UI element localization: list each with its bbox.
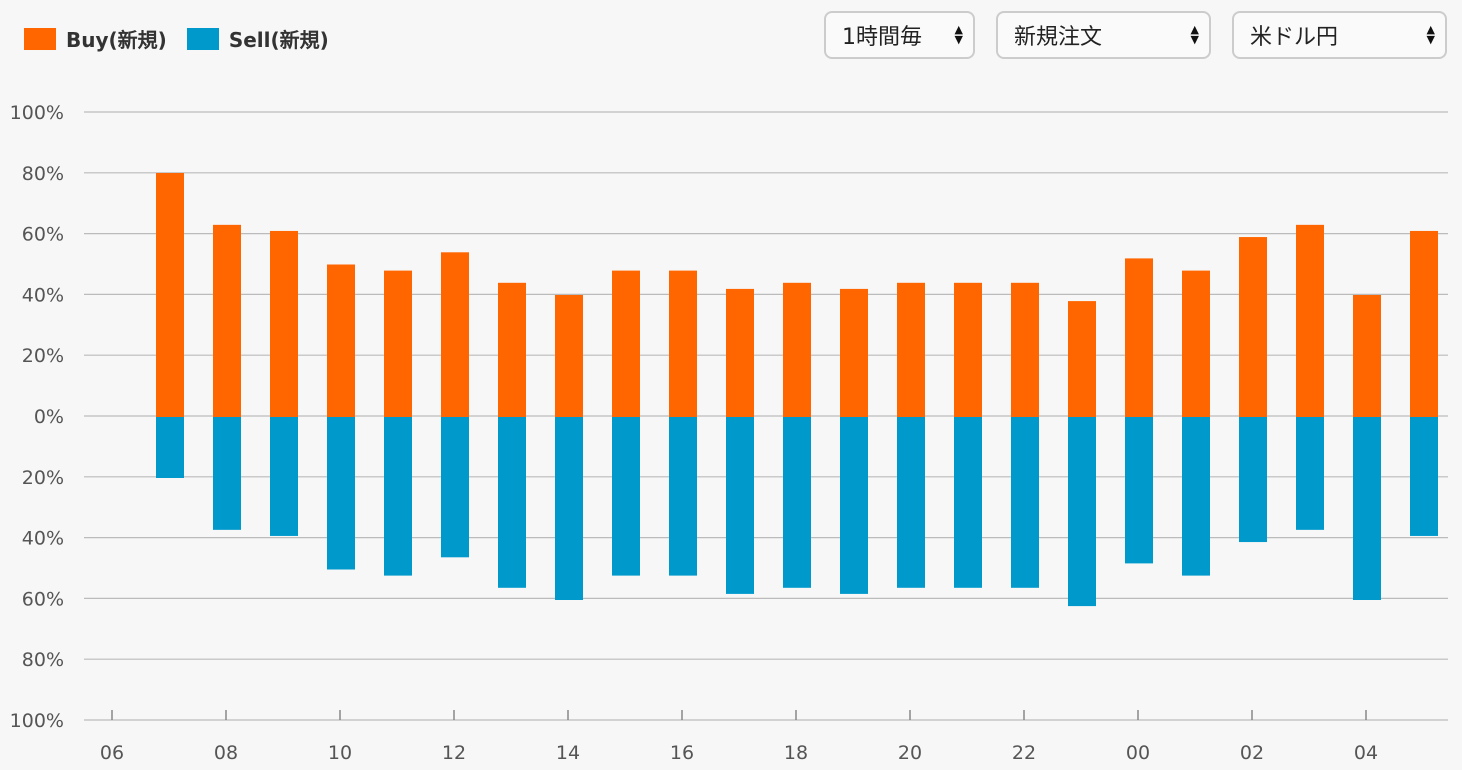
interval-select-value: 1時間毎 — [842, 25, 922, 50]
bar-sell — [1125, 417, 1153, 564]
bar-buy — [441, 252, 469, 417]
legend-swatch-sell — [186, 27, 219, 50]
bar-buy — [1410, 230, 1438, 417]
bar-buy — [669, 270, 697, 417]
bar-sell — [954, 417, 982, 588]
bar-sell — [1182, 417, 1210, 576]
bar-buy — [726, 288, 754, 417]
updown-arrows-icon: ▲ ▼ — [954, 23, 963, 46]
bar-sell — [441, 417, 469, 558]
y-tick-label: 100% — [10, 710, 64, 732]
bar-buy — [1296, 224, 1324, 417]
bar-buy — [1068, 301, 1096, 417]
legend-label-buy: Buy(新規) — [66, 28, 167, 52]
bar-buy — [840, 288, 868, 417]
bar-sell — [1410, 417, 1438, 536]
bar-sell — [1011, 417, 1039, 588]
bar-sell — [156, 417, 184, 478]
bar-sell — [612, 417, 640, 576]
chart-legend: Buy(新規) Sell(新規) — [24, 24, 349, 53]
currency-pair-select[interactable]: 米ドル円 ▲ ▼ — [1232, 11, 1447, 59]
bar-buy — [954, 282, 982, 417]
bar-buy — [1125, 258, 1153, 417]
y-tick-label: 60% — [22, 224, 64, 246]
order-type-select-value: 新規注文 — [1014, 25, 1103, 50]
y-tick-label: 80% — [22, 649, 64, 671]
y-tick-label: 20% — [22, 345, 64, 367]
bar-buy — [384, 270, 412, 417]
bar-buy — [897, 282, 925, 417]
x-tick-label: 02 — [1240, 742, 1264, 764]
bar-sell — [213, 417, 241, 530]
bar-buy — [498, 282, 526, 417]
legend-item-sell: Sell(新規) — [186, 24, 329, 53]
y-tick-label: 60% — [22, 588, 64, 610]
x-tick-label: 16 — [670, 742, 694, 764]
y-tick-label: 40% — [22, 528, 64, 550]
order-type-select[interactable]: 新規注文 ▲ ▼ — [996, 11, 1211, 59]
bar-buy — [1011, 282, 1039, 417]
currency-pair-select-value: 米ドル円 — [1250, 25, 1339, 50]
bar-buy — [213, 224, 241, 417]
y-tick-label: 100% — [10, 102, 64, 124]
bar-buy — [270, 230, 298, 417]
interval-select[interactable]: 1時間毎 ▲ ▼ — [824, 11, 975, 59]
bar-sell — [270, 417, 298, 536]
updown-arrows-icon: ▲ ▼ — [1426, 23, 1435, 46]
bar-sell — [384, 417, 412, 576]
bar-buy — [612, 270, 640, 417]
bar-sell — [726, 417, 754, 594]
x-tick-label: 20 — [898, 742, 922, 764]
bar-buy — [327, 264, 355, 417]
bar-sell — [327, 417, 355, 570]
x-tick-label: 22 — [1012, 742, 1036, 764]
x-tick-label: 18 — [784, 742, 808, 764]
x-tick-label: 04 — [1354, 742, 1378, 764]
bar-sell — [1068, 417, 1096, 607]
x-tick-label: 14 — [556, 742, 580, 764]
bar-sell — [783, 417, 811, 588]
bar-buy — [783, 282, 811, 417]
bar-buy — [1239, 237, 1267, 417]
x-tick-label: 12 — [442, 742, 466, 764]
x-tick-label: 10 — [328, 742, 352, 764]
bar-sell — [1353, 417, 1381, 600]
bar-sell — [498, 417, 526, 588]
bar-sell — [1296, 417, 1324, 530]
bar-buy — [555, 295, 583, 417]
x-tick-label: 00 — [1126, 742, 1150, 764]
bar-sell — [840, 417, 868, 594]
x-tick-label: 08 — [214, 742, 238, 764]
legend-item-buy: Buy(新規) — [24, 24, 167, 53]
y-tick-label: 80% — [22, 163, 64, 185]
bar-sell — [555, 417, 583, 600]
bar-sell — [897, 417, 925, 588]
updown-arrows-icon: ▲ ▼ — [1190, 23, 1199, 46]
bar-buy — [1182, 270, 1210, 417]
x-tick-label: 06 — [100, 742, 124, 764]
y-tick-label: 0% — [34, 406, 64, 428]
bar-buy — [156, 173, 184, 417]
y-tick-label: 40% — [22, 284, 64, 306]
legend-label-sell: Sell(新規) — [228, 28, 329, 52]
legend-swatch-buy — [24, 27, 56, 50]
y-tick-label: 20% — [22, 467, 64, 489]
bar-sell — [669, 417, 697, 576]
bar-sell — [1239, 417, 1267, 543]
bar-buy — [1353, 295, 1381, 417]
